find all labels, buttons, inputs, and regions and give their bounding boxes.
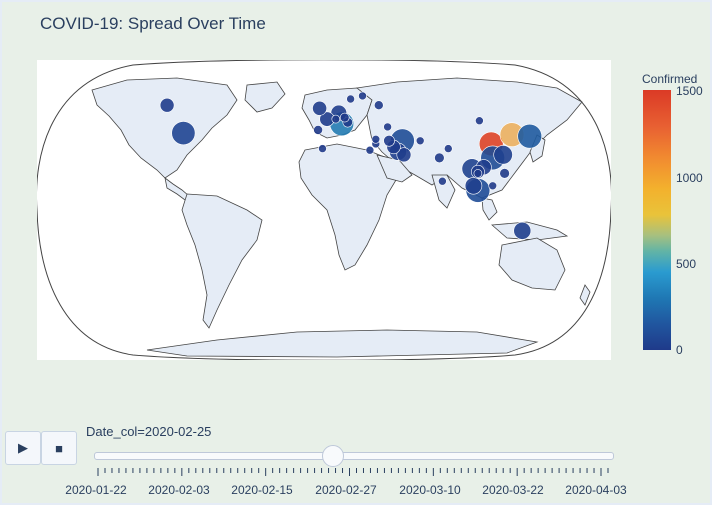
play-button[interactable]: ▶ <box>5 431 41 465</box>
data-point-marker[interactable] <box>312 100 327 116</box>
data-point-marker[interactable] <box>373 100 384 111</box>
data-point-marker[interactable] <box>346 94 355 104</box>
data-point-marker[interactable] <box>358 91 367 101</box>
land-greenland <box>244 81 286 113</box>
data-point-marker[interactable] <box>383 122 392 132</box>
colorbar-tick-500: 500 <box>676 257 697 271</box>
stop-icon: ■ <box>55 440 63 456</box>
data-point-marker[interactable] <box>171 121 196 146</box>
slider-rail[interactable] <box>94 452 614 460</box>
data-point-marker[interactable] <box>383 135 395 147</box>
data-point-marker[interactable] <box>159 97 175 113</box>
data-point-marker[interactable] <box>517 123 543 149</box>
data-point-marker[interactable] <box>371 135 381 144</box>
data-point-marker[interactable] <box>488 181 498 191</box>
data-point-marker[interactable] <box>331 114 341 124</box>
data-point-marker[interactable] <box>493 145 513 165</box>
land-north-america <box>91 77 238 179</box>
data-point-marker[interactable] <box>443 144 453 153</box>
colorbar-tick-1000: 1000 <box>676 171 703 185</box>
slider-tick-label: 2020-03-10 <box>399 483 461 497</box>
data-point-marker[interactable] <box>434 152 445 164</box>
land-new-zealand <box>579 284 591 306</box>
colorbar-tick-0: 0 <box>676 343 683 357</box>
data-point-marker[interactable] <box>415 136 425 146</box>
slider-tick-label: 2020-04-03 <box>565 483 627 497</box>
geo-map[interactable] <box>37 60 611 360</box>
data-point-marker[interactable] <box>438 176 447 186</box>
markers-layer <box>159 91 543 240</box>
land-japan <box>529 134 546 163</box>
land-australia <box>498 237 566 291</box>
data-point-marker[interactable] <box>365 145 375 155</box>
slider-ticks <box>97 468 609 476</box>
data-point-marker[interactable] <box>313 125 323 135</box>
slider-tick-label: 2020-03-22 <box>482 483 544 497</box>
data-point-marker[interactable] <box>499 168 510 179</box>
land-southeast-asia <box>481 197 498 221</box>
slider-tick-label: 2020-02-03 <box>148 483 210 497</box>
play-icon: ▶ <box>18 440 28 455</box>
land-south-america <box>181 193 263 329</box>
slider-handle[interactable] <box>322 445 345 467</box>
data-point-marker[interactable] <box>396 147 412 163</box>
colorbar <box>643 90 671 350</box>
data-point-marker[interactable] <box>339 112 350 123</box>
land-antarctica <box>146 329 539 358</box>
colorbar-title: Confirmed <box>642 72 698 86</box>
land-masses <box>91 77 591 358</box>
data-point-marker[interactable] <box>318 144 327 153</box>
colorbar-tick-1500: 1500 <box>676 84 703 98</box>
data-point-marker[interactable] <box>464 177 483 195</box>
slider-tick-label: 2020-02-15 <box>231 483 293 497</box>
stop-button[interactable]: ■ <box>41 431 77 465</box>
slider-tick-label: 2020-02-27 <box>315 483 377 497</box>
slider-current-label: Date_col=2020-02-25 <box>86 424 212 439</box>
land-india <box>431 174 456 209</box>
chart-title: COVID-19: Spread Over Time <box>40 14 266 33</box>
data-point-marker[interactable] <box>473 169 483 178</box>
data-point-marker[interactable] <box>475 116 484 126</box>
data-point-marker[interactable] <box>513 221 532 240</box>
slider-tick-label: 2020-01-22 <box>65 483 127 497</box>
